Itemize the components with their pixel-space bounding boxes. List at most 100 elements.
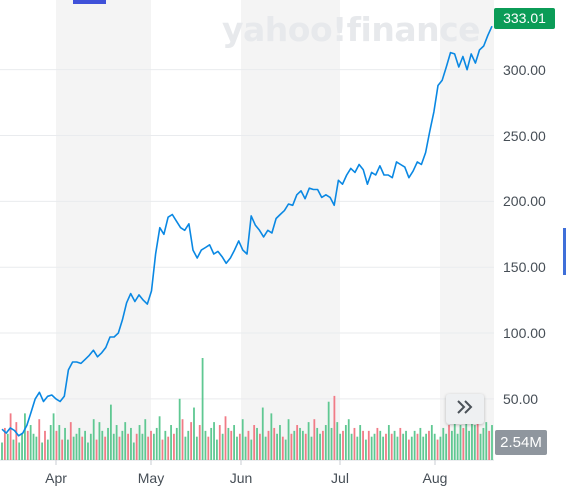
- volume-bar: [267, 430, 270, 460]
- volume-bar: [147, 436, 150, 460]
- volume-bar: [258, 433, 261, 460]
- volume-bar: [279, 425, 281, 460]
- volume-bar: [264, 436, 267, 460]
- volume-bar: [181, 419, 184, 460]
- volume-bar: [293, 430, 296, 460]
- volume-bar: [453, 416, 456, 460]
- volume-bar: [376, 427, 379, 460]
- volume-bar: [115, 425, 118, 460]
- volume-bar: [281, 436, 284, 460]
- volume-bar: [98, 422, 101, 460]
- volume-bar: [130, 427, 132, 460]
- volume-bar: [382, 436, 385, 460]
- volume-bar: [175, 427, 178, 460]
- volume-bar: [87, 442, 89, 460]
- volume-bar: [410, 436, 413, 460]
- volume-bar: [241, 419, 244, 460]
- volume-bar: [261, 407, 264, 460]
- volume-bar: [107, 427, 109, 460]
- volume-bar: [150, 430, 152, 460]
- volume-bar: [322, 430, 324, 460]
- month-bands: [56, 0, 494, 460]
- volume-bar: [198, 425, 201, 460]
- volume-bar: [84, 430, 86, 460]
- volume-bar: [339, 433, 342, 460]
- volume-bar: [24, 413, 26, 460]
- volume-bar: [41, 442, 44, 460]
- volume-bar: [32, 433, 35, 460]
- current-price-badge: 333.01: [494, 8, 555, 29]
- volume-bar: [195, 436, 198, 460]
- yahoo-finance-watermark: yahoo!finance: [222, 10, 481, 49]
- y-tick-label: 100.00: [503, 325, 546, 342]
- volume-bar: [161, 439, 164, 460]
- volume-bar: [89, 433, 92, 460]
- volume-bar: [471, 413, 473, 460]
- volume-bar: [284, 439, 287, 460]
- volume-bar: [442, 427, 445, 460]
- volume-bar: [387, 425, 390, 460]
- volume-bar: [92, 419, 95, 460]
- volume-bar: [482, 427, 485, 460]
- volume-bar: [213, 422, 215, 460]
- volume-bar: [459, 425, 462, 460]
- volume-bar: [485, 422, 488, 460]
- volume-bar: [178, 398, 181, 460]
- volume-bar: [72, 436, 75, 460]
- volume-bar: [353, 427, 356, 460]
- volume-bar: [456, 433, 459, 460]
- volume-bar: [21, 433, 23, 460]
- volume-bar: [413, 430, 416, 460]
- expand-button[interactable]: [446, 394, 484, 424]
- x-tick-label: Aug: [422, 470, 448, 486]
- volume-bar: [436, 439, 439, 460]
- volume-bar: [124, 422, 127, 460]
- volume-bar: [473, 425, 476, 460]
- volume-bar: [67, 439, 69, 460]
- volume-bar: [253, 425, 256, 460]
- volume-bar: [350, 433, 353, 460]
- volume-bar: [247, 430, 250, 460]
- volume-bar: [419, 427, 422, 460]
- volume-bar: [336, 422, 339, 460]
- volume-bar: [6, 433, 9, 460]
- double-chevron-right-icon: [456, 399, 474, 419]
- volume-bar: [75, 433, 78, 460]
- volume-bar: [173, 433, 175, 460]
- volume-bar: [468, 430, 470, 460]
- volume-bars: [1, 358, 493, 460]
- side-scroll-handle[interactable]: [563, 228, 566, 275]
- volume-bar: [230, 430, 233, 460]
- volume-bar: [256, 427, 258, 460]
- volume-bar: [61, 439, 64, 460]
- volume-bar: [104, 436, 107, 460]
- volume-bar: [112, 433, 115, 460]
- volume-bar: [244, 436, 247, 460]
- volume-bar: [270, 413, 273, 460]
- volume-bar: [299, 427, 301, 460]
- volume-bar: [433, 433, 436, 460]
- volume-bar: [224, 416, 227, 460]
- volume-bar: [218, 425, 221, 460]
- volume-bar: [290, 433, 293, 460]
- volume-bar: [416, 433, 419, 460]
- volume-bar: [170, 425, 172, 460]
- top-tab-indicator: [73, 0, 106, 4]
- volume-bar: [207, 436, 210, 460]
- volume-bar: [26, 430, 29, 460]
- volume-bar: [29, 425, 32, 460]
- volume-bar: [330, 427, 333, 460]
- price-line-group: [1, 25, 493, 437]
- volume-bar: [201, 358, 204, 460]
- volume-bar: [49, 425, 52, 460]
- volume-bar: [3, 427, 6, 460]
- volume-bar: [81, 436, 84, 460]
- volume-bar: [402, 433, 405, 460]
- volume-bar: [362, 430, 364, 460]
- y-tick-label: 300.00: [503, 61, 546, 78]
- volume-bar: [58, 425, 61, 460]
- volume-bar: [439, 436, 442, 460]
- volume-bar: [227, 427, 230, 460]
